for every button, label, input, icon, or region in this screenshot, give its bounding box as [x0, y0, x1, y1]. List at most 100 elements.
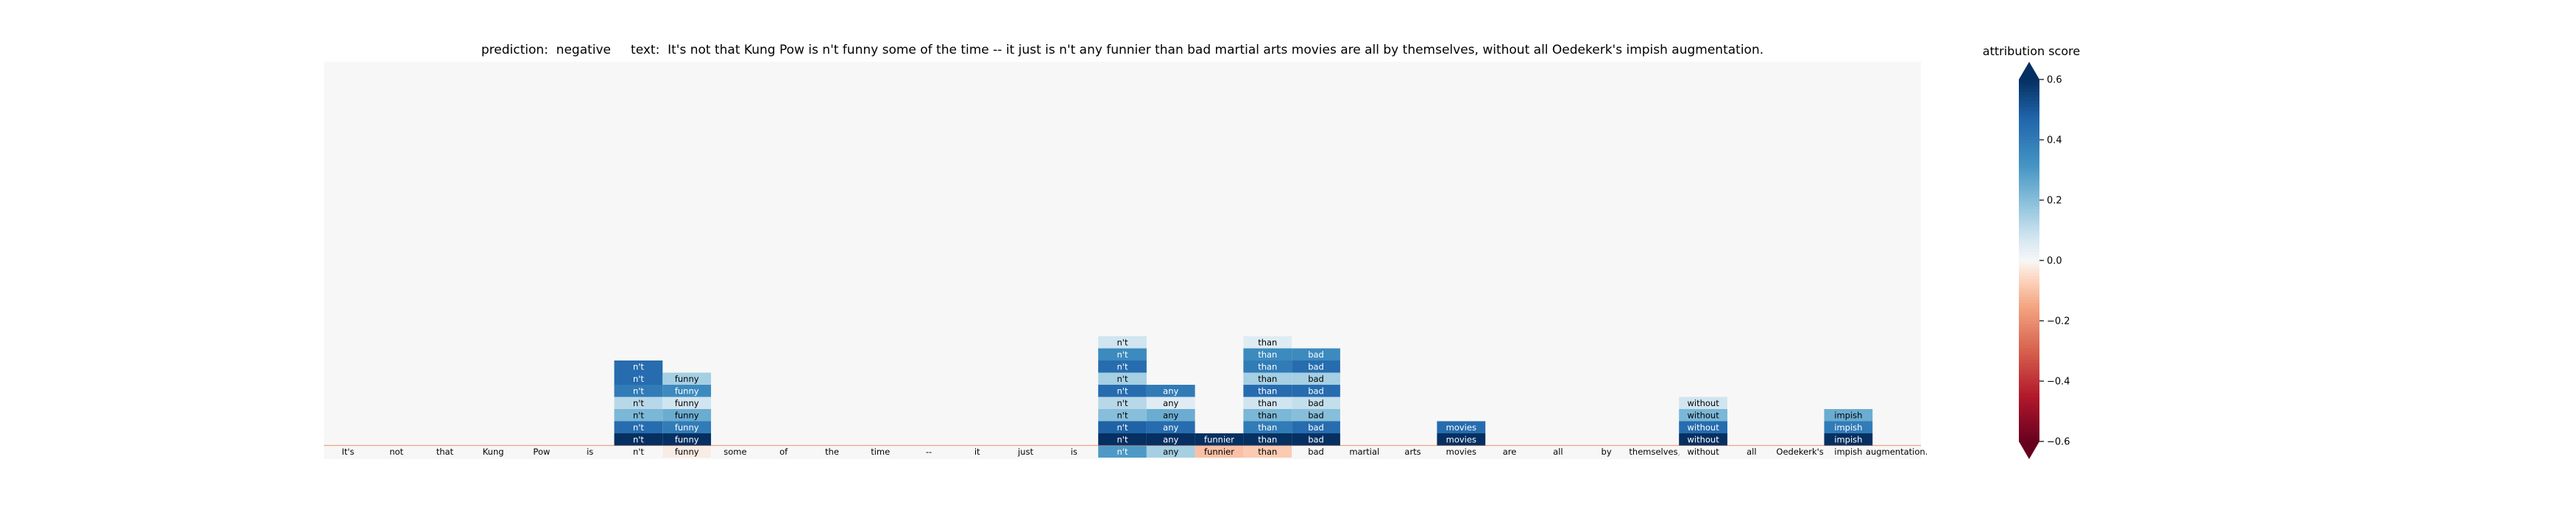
colorbar-segment: [2019, 245, 2039, 249]
attribution-cell: [1292, 421, 1340, 433]
token-cell: [1001, 445, 1050, 458]
attribution-cell: [1824, 433, 1873, 446]
token-cell: [324, 445, 372, 458]
token-cell: [1388, 445, 1437, 458]
colorbar-segment: [2019, 369, 2039, 373]
attribution-cell-label: funny: [675, 398, 699, 408]
token-cell: [1485, 445, 1534, 458]
colorbar-segment: [2019, 438, 2039, 442]
colorbar-segment: [2019, 130, 2039, 135]
attribution-cell: [1098, 348, 1147, 360]
attribution-cell: [1146, 385, 1195, 397]
attribution-cell-label: impish: [1834, 410, 1862, 420]
colorbar-segment: [2019, 242, 2039, 246]
attribution-cell: [1679, 409, 1727, 422]
attribution-cell: [1243, 336, 1292, 349]
attribution-cell: [1098, 397, 1147, 409]
token-label: Pow: [533, 447, 550, 457]
colorbar-label: attribution score: [1982, 44, 2081, 58]
colorbar-segment: [2019, 308, 2039, 313]
attribution-cell-label: any: [1163, 434, 1178, 444]
token-cell: [1050, 445, 1099, 458]
attribution-cell: [662, 433, 712, 446]
colorbar-segment: [2019, 212, 2039, 216]
colorbar-segment: [2019, 215, 2039, 219]
colorbar-tick-label: −0.4: [2047, 377, 2070, 388]
attribution-cell-label: n't: [1117, 337, 1128, 347]
attribution-cell: [1243, 360, 1292, 373]
attribution-cell: [1146, 409, 1195, 422]
colorbar-segment: [2019, 224, 2039, 228]
colorbar-segment: [2019, 411, 2039, 415]
colorbar-segment: [2019, 140, 2039, 143]
attribution-cell-label: bad: [1308, 398, 1324, 408]
attribution-cell: [614, 372, 663, 385]
colorbar-tick-label: −0.2: [2047, 316, 2070, 327]
attribution-cell-label: n't: [1117, 410, 1128, 420]
colorbar-segment: [2019, 393, 2039, 397]
token-label: all: [1747, 447, 1756, 457]
token-label: the: [825, 447, 839, 457]
token-cell: [1292, 445, 1340, 458]
token-label: --: [926, 447, 932, 457]
colorbar-segment: [2019, 116, 2039, 119]
token-cell: [711, 445, 760, 458]
colorbar-segment: [2019, 423, 2039, 427]
attribution-cell-label: impish: [1834, 422, 1862, 433]
colorbar-segment: [2019, 257, 2039, 261]
colorbar-segment: [2019, 294, 2039, 297]
colorbar-segment: [2019, 435, 2039, 439]
colorbar-segment: [2019, 324, 2039, 327]
colorbar-extend-max: [2019, 62, 2039, 79]
attribution-cell-label: n't: [1117, 361, 1128, 372]
attribution-cell: [662, 421, 712, 433]
token-label: n't: [1117, 447, 1128, 457]
attribution-cell-label: bad: [1308, 349, 1324, 360]
token-row: It's not that Kung Pow is n't funny some of the tim…: [324, 444, 1928, 458]
colorbar-segment: [2019, 390, 2039, 394]
token-cell: [905, 445, 953, 458]
colorbar-segment: [2019, 209, 2039, 213]
attribution-cell-label: n't: [1117, 349, 1128, 360]
colorbar-tick-label: 0.4: [2047, 135, 2062, 146]
token-cell: [1243, 445, 1292, 458]
colorbar-segment: [2019, 399, 2039, 403]
colorbar-segment: [2019, 402, 2039, 406]
colorbar-segment: [2019, 284, 2039, 288]
colorbar-segment: [2019, 302, 2039, 307]
colorbar-segment: [2019, 170, 2039, 174]
token-cell: [517, 445, 566, 458]
colorbar-segment: [2019, 121, 2039, 126]
attribution-cell: [1824, 409, 1873, 422]
attribution-cell: [1437, 421, 1486, 433]
colorbar-segment: [2019, 236, 2039, 240]
colorbar-segment: [2019, 314, 2039, 319]
token-cell: [1098, 445, 1147, 458]
token-label: all: [1553, 447, 1563, 457]
token-cell: [1775, 445, 1825, 458]
colorbar-segment: [2019, 351, 2039, 355]
colorbar-tick-label: 0.6: [2047, 75, 2062, 86]
token-cell: [1872, 445, 1921, 458]
colorbar-segment: [2019, 408, 2039, 412]
attribution-cell-label: n't: [633, 361, 644, 372]
attribution-cell: [1243, 348, 1292, 360]
colorbar-segment: [2019, 160, 2039, 165]
attribution-blocks: n'tn'tn'tn'tn'tn'tn'tfunnyfunnyfunnyfunn…: [614, 336, 1873, 446]
attribution-cell-label: funny: [675, 410, 699, 420]
colorbar-segment: [2019, 91, 2039, 96]
token-label: that: [436, 447, 454, 457]
attribution-cell: [1098, 409, 1147, 422]
colorbar-segment: [2019, 206, 2039, 210]
colorbar-segment: [2019, 417, 2039, 421]
attribution-cell-label: without: [1687, 434, 1719, 444]
colorbar-segment: [2019, 260, 2039, 264]
token-label: funny: [675, 447, 699, 457]
attribution-cell: [614, 433, 663, 446]
colorbar-segment: [2019, 82, 2039, 86]
token-cell: [1630, 445, 1680, 458]
colorbar-segment: [2019, 166, 2039, 171]
attribution-cell: [1679, 421, 1727, 433]
attribution-cell-label: bad: [1308, 386, 1324, 396]
